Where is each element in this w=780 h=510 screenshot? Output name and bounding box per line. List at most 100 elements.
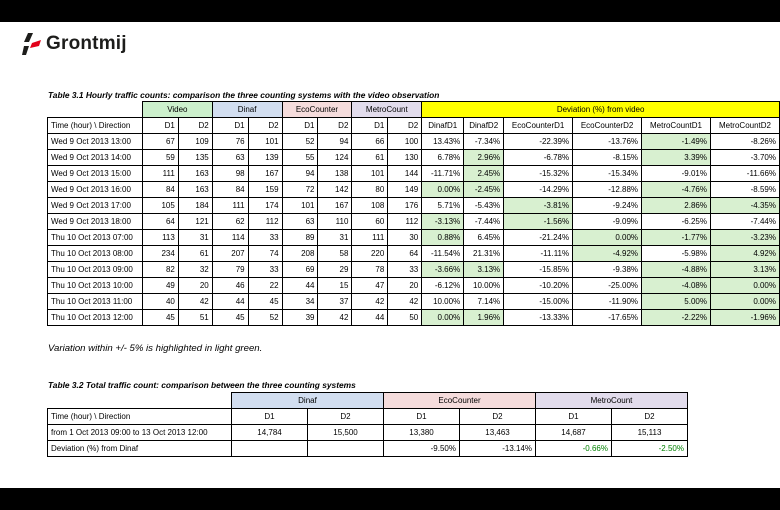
table-row: Thu 10 Oct 2013 12:00 45 51 45 52 39 42 44 50 0.0… bbox=[47, 309, 780, 326]
count-cell: 64 bbox=[387, 245, 423, 262]
table1-group-row: Video Dinaf EcoCounter MetroCount Deviat… bbox=[48, 101, 780, 118]
count-cell: 50 bbox=[387, 309, 423, 326]
deviation-cell bbox=[307, 440, 384, 457]
row-time-label: Wed 9 Oct 2013 17:00 bbox=[47, 197, 143, 214]
column-header: D2 bbox=[247, 117, 283, 134]
count-cell: 110 bbox=[317, 213, 353, 230]
count-cell: 58 bbox=[317, 245, 353, 262]
deviation-cell: -11.54% bbox=[421, 245, 465, 262]
deviation-cell: -14.29% bbox=[503, 181, 574, 198]
deviation-cell: -9.01% bbox=[641, 165, 711, 182]
count-cell: 159 bbox=[247, 181, 283, 198]
count-cell: 33 bbox=[387, 261, 423, 278]
table-row: Thu 10 Oct 2013 11:00 40 42 44 45 34 37 42 42 10.… bbox=[47, 293, 780, 310]
total-cell: 15,500 bbox=[307, 424, 384, 441]
total-counts-table: Dinaf EcoCounter MetroCount Time (hour) … bbox=[47, 392, 688, 457]
count-cell: 39 bbox=[281, 309, 319, 326]
count-cell: 40 bbox=[141, 293, 179, 310]
deviation-cell: -3.66% bbox=[421, 261, 465, 278]
count-cell: 111 bbox=[211, 197, 249, 214]
count-cell: 61 bbox=[177, 245, 213, 262]
bottom-black-band bbox=[0, 488, 780, 510]
table-row: Wed 9 Oct 2013 13:00 67 109 76 101 52 94 66 100 1… bbox=[47, 133, 780, 150]
deviation-cell: 2.86% bbox=[641, 197, 711, 214]
t2-group-dinaf: Dinaf bbox=[231, 392, 384, 409]
deviation-cell: -9.09% bbox=[572, 213, 643, 230]
column-header: D1 bbox=[231, 408, 308, 425]
deviation-cell: -2.45% bbox=[463, 181, 505, 198]
count-cell: 55 bbox=[281, 149, 319, 166]
deviation-cell: -6.78% bbox=[503, 149, 574, 166]
count-cell: 174 bbox=[247, 197, 283, 214]
column-header: MetroCountD1 bbox=[641, 117, 711, 134]
deviation-cell: 3.39% bbox=[641, 149, 711, 166]
row-time-label: Wed 9 Oct 2013 15:00 bbox=[47, 165, 143, 182]
count-cell: 100 bbox=[387, 133, 423, 150]
deviation-cell: -17.65% bbox=[572, 309, 643, 326]
count-cell: 79 bbox=[211, 261, 249, 278]
column-header: D2 bbox=[387, 117, 423, 134]
row-time-label: Thu 10 Oct 2013 09:00 bbox=[47, 261, 143, 278]
count-cell: 142 bbox=[317, 181, 353, 198]
deviation-cell: 0.88% bbox=[421, 229, 465, 246]
deviation-cell: -15.32% bbox=[503, 165, 574, 182]
count-cell: 138 bbox=[317, 165, 353, 182]
deviation-cell: -15.00% bbox=[503, 293, 574, 310]
count-cell: 47 bbox=[351, 277, 389, 294]
count-cell: 89 bbox=[281, 229, 319, 246]
table-row: Wed 9 Oct 2013 17:00 105 184 111 174 101 167 10… bbox=[47, 197, 780, 214]
count-cell: 42 bbox=[177, 293, 213, 310]
count-cell: 42 bbox=[351, 293, 389, 310]
deviation-cell: -1.96% bbox=[709, 309, 780, 326]
count-cell: 67 bbox=[141, 133, 179, 150]
brand-logo: Grontmij bbox=[22, 31, 127, 57]
total-cell: 14,687 bbox=[535, 424, 612, 441]
count-cell: 94 bbox=[281, 165, 319, 182]
deviation-cell: 3.13% bbox=[463, 261, 505, 278]
column-header: D2 bbox=[307, 408, 384, 425]
deviation-cell: 0.00% bbox=[421, 181, 465, 198]
deviation-cell: -4.92% bbox=[572, 245, 643, 262]
deviation-cell: -15.85% bbox=[503, 261, 574, 278]
deviation-cell: -11.66% bbox=[709, 165, 780, 182]
count-cell: 167 bbox=[317, 197, 353, 214]
deviation-cell: -9.38% bbox=[572, 261, 643, 278]
deviation-cell: -13.14% bbox=[459, 440, 536, 457]
column-header: D1 bbox=[211, 117, 249, 134]
deviation-cell: 5.00% bbox=[641, 293, 711, 310]
table-row: Wed 9 Oct 2013 18:00 64 121 62 112 63 110 60 112… bbox=[47, 213, 780, 230]
count-cell: 69 bbox=[281, 261, 319, 278]
count-cell: 46 bbox=[211, 277, 249, 294]
count-cell: 37 bbox=[317, 293, 353, 310]
deviation-cell: 5.71% bbox=[421, 197, 465, 214]
deviation-cell: 10.00% bbox=[463, 277, 505, 294]
count-cell: 144 bbox=[387, 165, 423, 182]
count-cell: 82 bbox=[141, 261, 179, 278]
deviation-cell: 2.96% bbox=[463, 149, 505, 166]
deviation-cell: -1.49% bbox=[641, 133, 711, 150]
count-cell: 163 bbox=[177, 181, 213, 198]
highlight-note: Variation within +/- 5% is highlighted i… bbox=[48, 343, 263, 354]
column-header: Time (hour) \ Direction bbox=[47, 117, 143, 134]
deviation-cell: -2.22% bbox=[641, 309, 711, 326]
deviation-cell: 10.00% bbox=[421, 293, 465, 310]
column-header: MetroCountD2 bbox=[709, 117, 780, 134]
count-cell: 149 bbox=[387, 181, 423, 198]
deviation-cell: -11.71% bbox=[421, 165, 465, 182]
deviation-cell: -22.39% bbox=[503, 133, 574, 150]
row-time-label: Thu 10 Oct 2013 12:00 bbox=[47, 309, 143, 326]
deviation-cell: -1.56% bbox=[503, 213, 574, 230]
column-header: EcoCounterD2 bbox=[572, 117, 643, 134]
count-cell: 184 bbox=[177, 197, 213, 214]
table-row: Wed 9 Oct 2013 15:00 111 163 98 167 94 138 101 1… bbox=[47, 165, 780, 182]
count-cell: 52 bbox=[281, 133, 319, 150]
total-cell: 13,463 bbox=[459, 424, 536, 441]
deviation-cell: -5.43% bbox=[463, 197, 505, 214]
deviation-cell: -1.77% bbox=[641, 229, 711, 246]
deviation-cell: -11.11% bbox=[503, 245, 574, 262]
grontmij-logo-icon bbox=[22, 33, 41, 55]
count-cell: 30 bbox=[387, 229, 423, 246]
column-header: D2 bbox=[317, 117, 353, 134]
count-cell: 42 bbox=[387, 293, 423, 310]
deviation-cell: -4.35% bbox=[709, 197, 780, 214]
